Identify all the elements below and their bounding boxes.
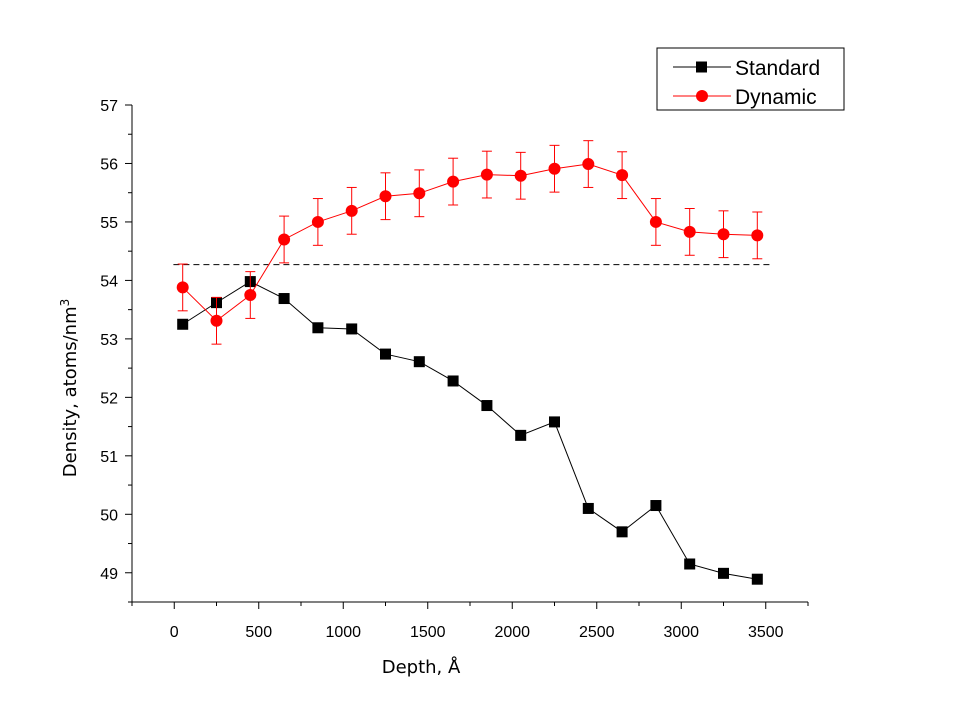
data-point-standard: [515, 429, 527, 441]
x-tick-label: 2500: [579, 624, 615, 641]
y-tick-label: 54: [100, 273, 118, 290]
data-point-dynamic: [480, 168, 493, 181]
series-standard: [177, 276, 763, 585]
x-axis-title: Depth, Å: [382, 656, 461, 678]
data-point-dynamic: [345, 204, 358, 217]
legend-dynamic-label: Dynamic: [735, 86, 817, 109]
x-tick-label: 1500: [410, 624, 446, 641]
data-point-dynamic: [413, 187, 426, 200]
data-point-standard: [751, 573, 763, 585]
data-point-standard: [616, 526, 628, 538]
series-dynamic: [176, 140, 764, 345]
data-point-dynamic: [311, 215, 324, 228]
y-tick-label: 53: [100, 332, 118, 349]
legend-box: [656, 47, 845, 111]
data-point-standard: [177, 318, 189, 330]
data-point-standard: [684, 558, 696, 570]
y-tick-label: 51: [100, 449, 118, 466]
data-point-dynamic: [649, 215, 662, 228]
data-point-dynamic: [176, 281, 189, 294]
legend-dynamic-marker: [696, 90, 708, 102]
x-tick-label: 0: [170, 624, 179, 641]
series-line-standard: [182, 281, 758, 580]
x-tick-label: 3500: [748, 624, 784, 641]
legend-standard-marker: [696, 61, 707, 73]
y-axis-title-text: Density, atoms/nm: [60, 306, 81, 477]
data-point-dynamic: [548, 162, 561, 175]
y-tick-label: 57: [100, 98, 118, 115]
x-tick-label: 3000: [663, 624, 699, 641]
data-point-dynamic: [582, 158, 595, 171]
data-point-dynamic: [751, 229, 764, 242]
y-tick-label: 56: [100, 156, 118, 173]
x-tick-label: 500: [245, 624, 272, 641]
data-point-standard: [346, 323, 358, 335]
data-point-standard: [312, 322, 324, 334]
data-point-dynamic: [244, 289, 257, 302]
legend-standard-label: Standard: [735, 57, 820, 80]
data-point-standard: [380, 348, 391, 360]
series-layer: [176, 140, 764, 585]
data-point-standard: [447, 375, 459, 387]
data-point-standard: [481, 400, 493, 412]
data-point-dynamic: [616, 169, 629, 182]
data-point-dynamic: [447, 175, 460, 188]
y-tick-label: 55: [100, 215, 118, 232]
data-point-dynamic: [210, 314, 223, 327]
data-point-dynamic: [717, 228, 730, 241]
axes: 0 500 1000 1500 2000 2500 3000 3500 49 50 51 52 53 54…: [100, 98, 809, 641]
data-point-dynamic: [379, 190, 392, 203]
x-tick-label: 2000: [494, 624, 530, 641]
x-tick-label: 1000: [325, 624, 361, 641]
data-point-standard: [718, 567, 729, 579]
y-axis-title: Density, atoms/nm3: [58, 299, 81, 478]
series-line-dynamic: [182, 163, 758, 322]
data-point-dynamic: [514, 169, 527, 182]
y-tick-label: 52: [100, 390, 118, 407]
y-axis-title-superscript: 3: [58, 299, 72, 307]
data-point-dynamic: [278, 233, 291, 246]
data-point-standard: [582, 502, 594, 514]
data-point-standard: [549, 416, 560, 428]
data-point-standard: [413, 356, 425, 368]
data-point-standard: [278, 293, 290, 305]
data-point-standard: [650, 500, 662, 512]
data-point-dynamic: [683, 225, 696, 238]
y-tick-label: 50: [100, 507, 118, 524]
y-tick-label: 49: [100, 566, 118, 583]
legend: Standard Dynamic: [656, 47, 845, 111]
